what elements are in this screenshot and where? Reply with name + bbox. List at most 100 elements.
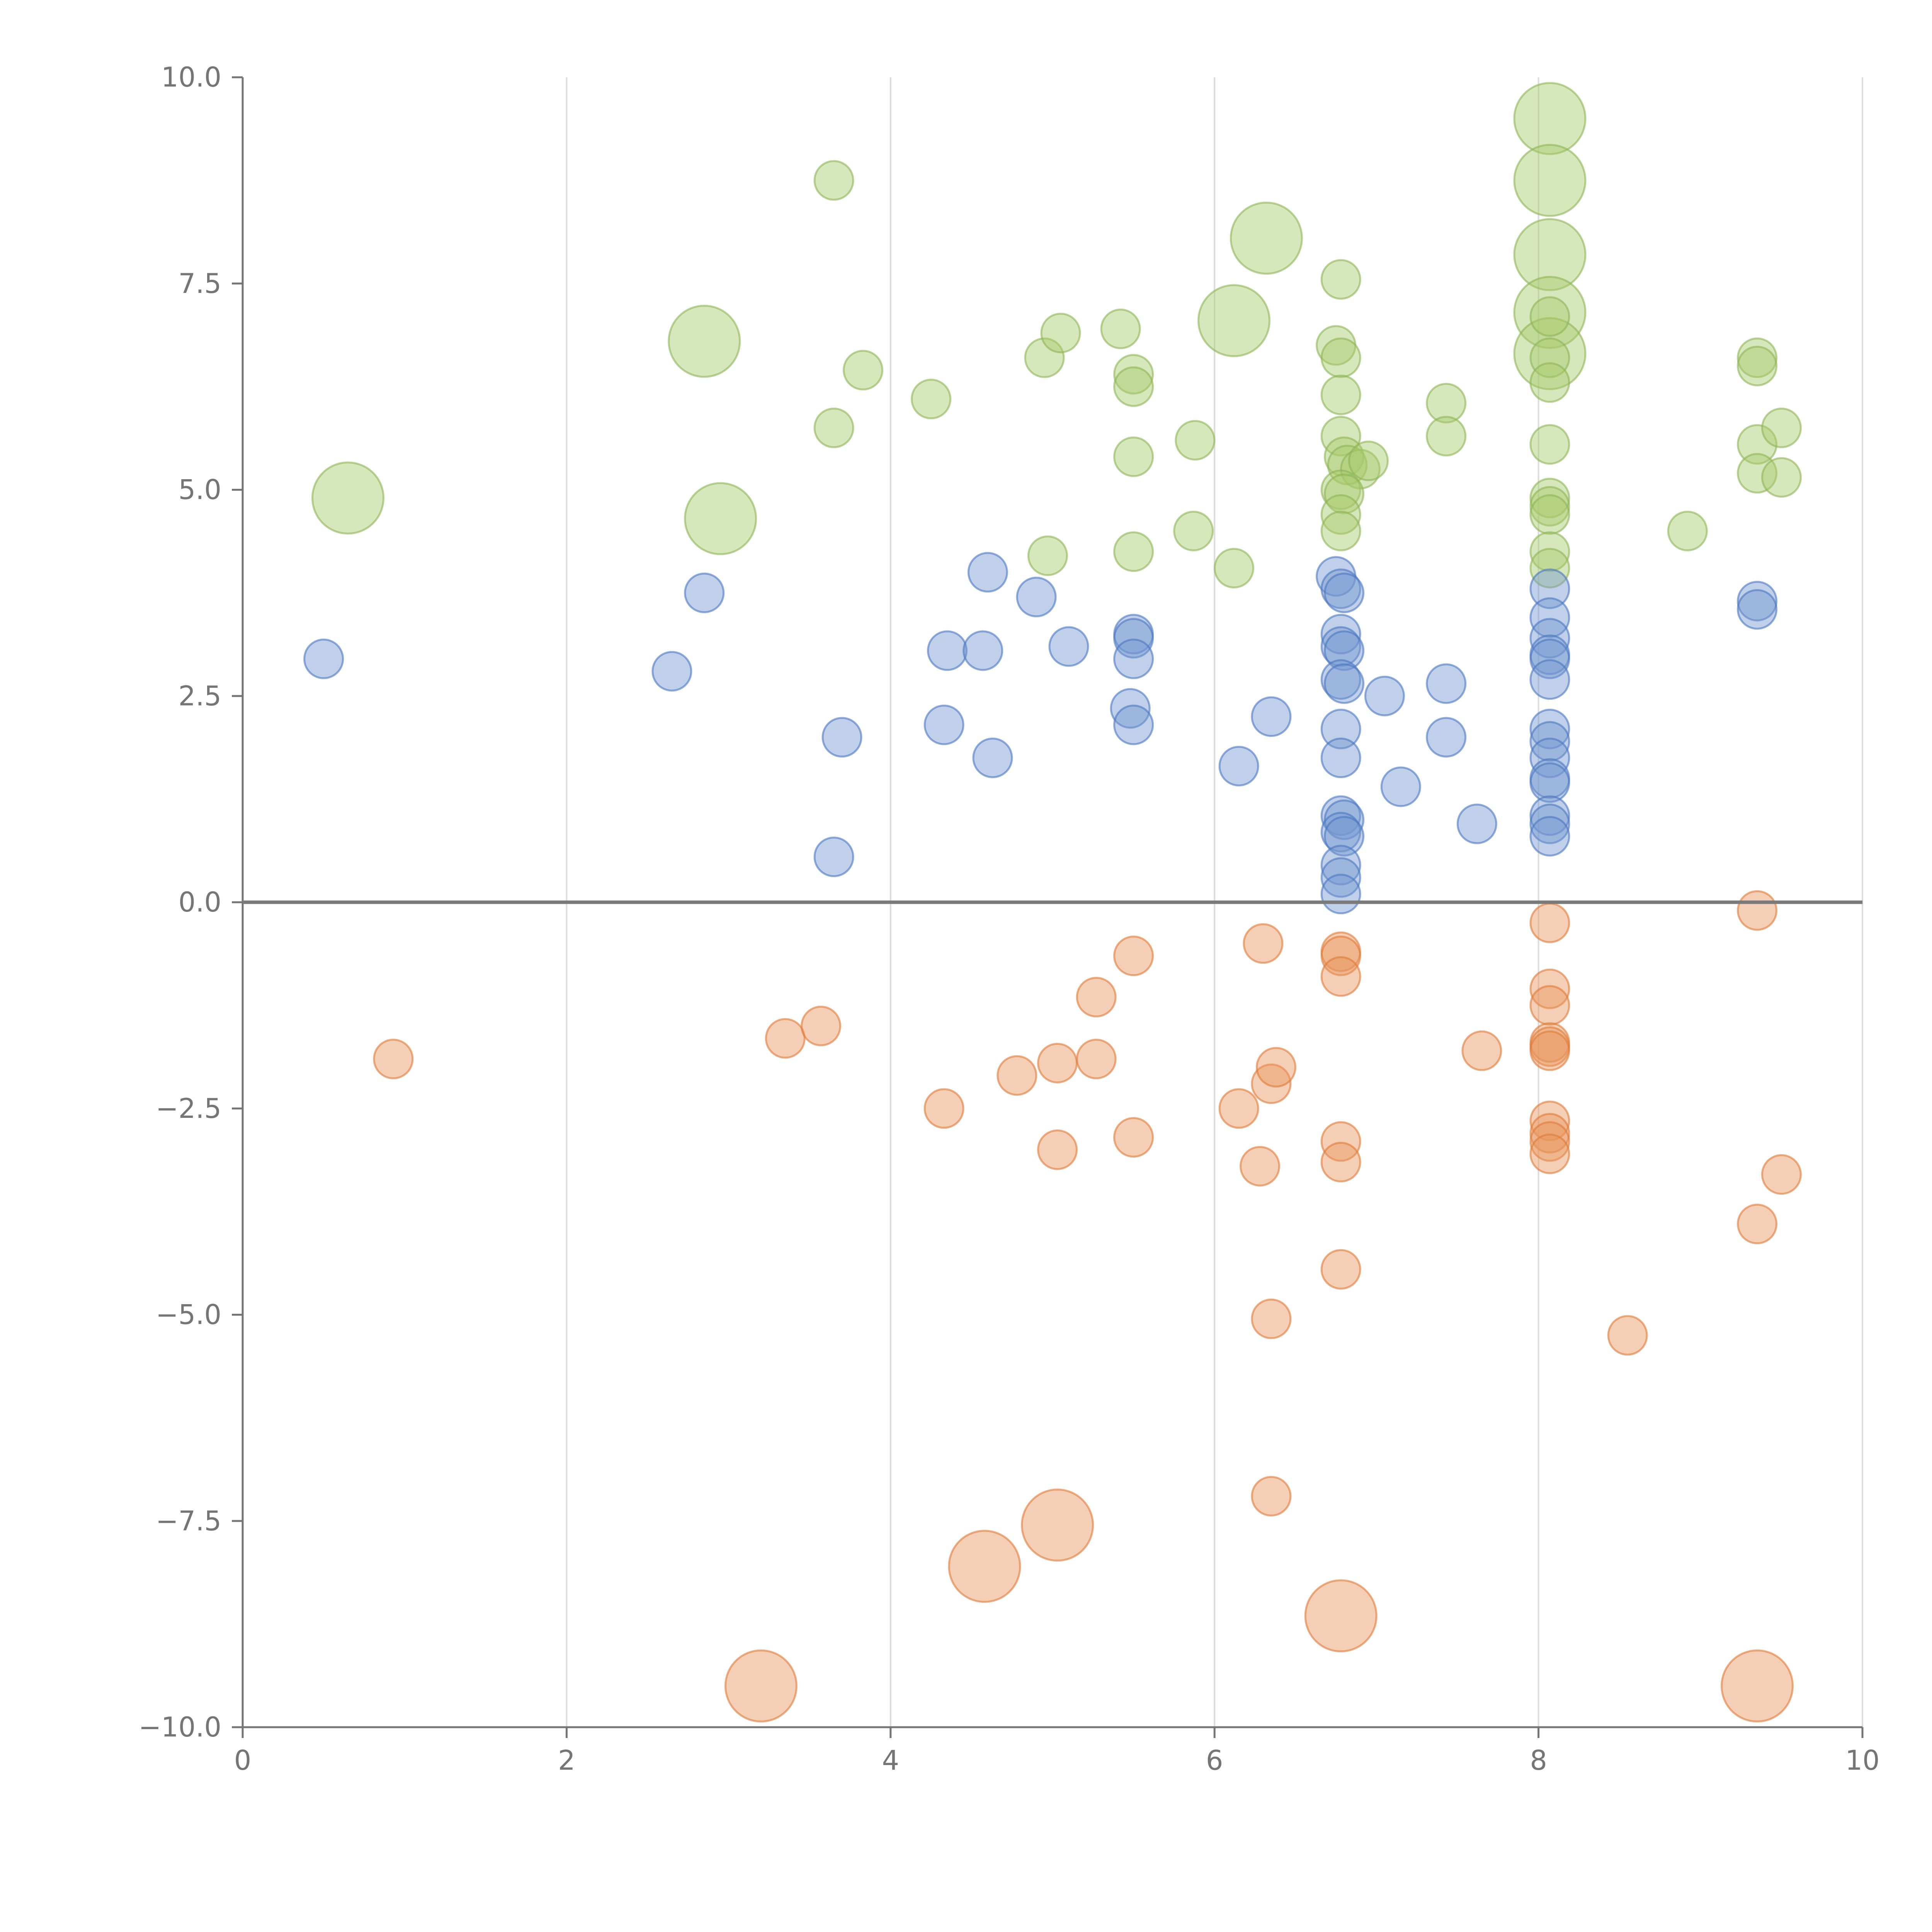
data-point-orange xyxy=(1529,902,1570,943)
data-point-blue xyxy=(923,704,964,745)
data-point-orange xyxy=(1037,1129,1078,1170)
y-tick-label: −2.5 xyxy=(156,1093,221,1124)
data-points xyxy=(303,82,1802,1723)
data-point-orange xyxy=(997,1055,1037,1096)
data-point-green xyxy=(1529,548,1570,588)
data-point-green xyxy=(1113,436,1154,477)
data-point-green xyxy=(1529,337,1570,378)
data-point-orange xyxy=(1529,985,1570,1026)
data-point-blue xyxy=(1320,614,1361,655)
data-point-green xyxy=(1529,494,1570,535)
data-point-green xyxy=(668,304,741,378)
y-tick-label: 2.5 xyxy=(179,680,221,712)
data-point-green xyxy=(1761,457,1802,498)
data-point-blue xyxy=(1320,709,1361,750)
data-point-blue xyxy=(1380,766,1421,807)
data-point-green xyxy=(1113,531,1154,572)
data-point-orange xyxy=(1021,1488,1094,1562)
data-point-blue xyxy=(821,717,862,758)
data-point-blue xyxy=(1364,675,1405,716)
y-tick-label: −10.0 xyxy=(138,1711,221,1743)
tick-labels: 10.0 7.5 5.0 2.5 0.0 −2.5 −5.0 −7.5 −10.0 0 2 4 6 8 10 xyxy=(138,61,1879,1776)
data-point-blue xyxy=(967,552,1008,593)
data-point-green xyxy=(813,407,854,448)
data-point-orange xyxy=(1529,968,1570,1009)
data-point-orange xyxy=(1076,977,1117,1018)
data-point-green xyxy=(1113,366,1154,407)
data-point-orange xyxy=(948,1530,1021,1603)
series-orange xyxy=(373,890,1802,1723)
data-point-orange xyxy=(1076,1039,1117,1080)
data-point-green xyxy=(311,461,384,535)
data-point-orange xyxy=(1320,1121,1361,1162)
data-point-green xyxy=(684,482,757,555)
data-point-orange xyxy=(1037,1043,1078,1083)
data-point-green xyxy=(1024,337,1065,378)
data-point-green xyxy=(1667,510,1708,551)
data-point-orange xyxy=(1320,1249,1361,1290)
data-point-green xyxy=(1529,424,1570,465)
data-point-green xyxy=(1529,531,1570,572)
data-point-green xyxy=(1040,313,1081,354)
data-point-green xyxy=(1320,337,1361,378)
data-point-blue xyxy=(303,638,344,679)
data-point-blue xyxy=(1320,737,1361,778)
series-green xyxy=(311,82,1802,588)
data-point-orange xyxy=(1607,1315,1648,1356)
data-point-green xyxy=(1113,354,1154,395)
data-point-orange xyxy=(1529,1100,1570,1141)
data-point-orange xyxy=(1737,890,1778,931)
data-point-blue xyxy=(1320,845,1361,886)
data-point-orange xyxy=(373,1039,414,1080)
data-point-blue xyxy=(1529,709,1570,750)
data-point-blue xyxy=(1426,717,1467,758)
data-point-orange xyxy=(1737,1204,1778,1245)
data-point-green xyxy=(1513,218,1587,291)
data-point-green xyxy=(1426,416,1467,457)
y-tick-label: 0.0 xyxy=(179,886,221,918)
data-point-blue xyxy=(927,630,968,671)
data-point-green xyxy=(1348,440,1389,481)
series-blue xyxy=(303,552,1778,915)
data-point-orange xyxy=(1240,1146,1281,1187)
data-point-green xyxy=(1513,317,1587,390)
data-point-blue xyxy=(1529,737,1570,778)
data-point-green xyxy=(1426,383,1467,423)
data-point-orange xyxy=(1461,1030,1502,1071)
data-point-orange xyxy=(1251,1298,1292,1339)
data-point-orange xyxy=(1113,1117,1154,1158)
data-point-green xyxy=(1513,276,1587,349)
data-point-green xyxy=(1175,420,1216,461)
data-point-orange xyxy=(1529,1030,1570,1071)
data-point-orange xyxy=(1529,1133,1570,1174)
data-point-green xyxy=(1320,259,1361,300)
data-point-green xyxy=(843,350,884,391)
data-point-orange xyxy=(1320,1142,1361,1183)
data-point-blue xyxy=(1113,704,1154,745)
x-tick-label: 0 xyxy=(234,1745,252,1776)
data-point-green xyxy=(1513,82,1587,155)
y-tick-label: −5.0 xyxy=(156,1299,221,1331)
data-point-blue xyxy=(1320,857,1361,898)
data-point-green xyxy=(1320,510,1361,551)
data-point-blue xyxy=(1113,618,1154,659)
x-tick-label: 10 xyxy=(1845,1745,1879,1776)
data-point-green xyxy=(1324,473,1365,514)
y-tick-label: 5.0 xyxy=(179,474,221,506)
data-point-orange xyxy=(1243,923,1284,964)
data-point-green xyxy=(1513,144,1587,217)
data-point-blue xyxy=(1529,816,1570,857)
x-tick-label: 4 xyxy=(882,1745,900,1776)
data-point-orange xyxy=(1529,1121,1570,1162)
data-point-blue xyxy=(1016,577,1057,617)
data-point-orange xyxy=(1529,1113,1570,1154)
data-point-green xyxy=(1529,486,1570,527)
data-point-blue xyxy=(972,737,1013,778)
data-point-green xyxy=(1761,407,1802,448)
y-tick-label: −7.5 xyxy=(156,1505,221,1537)
data-point-green xyxy=(1737,424,1778,465)
data-point-blue xyxy=(1320,874,1361,915)
data-point-blue xyxy=(1113,638,1154,679)
data-point-green xyxy=(1214,548,1255,588)
data-point-blue xyxy=(1737,589,1778,630)
